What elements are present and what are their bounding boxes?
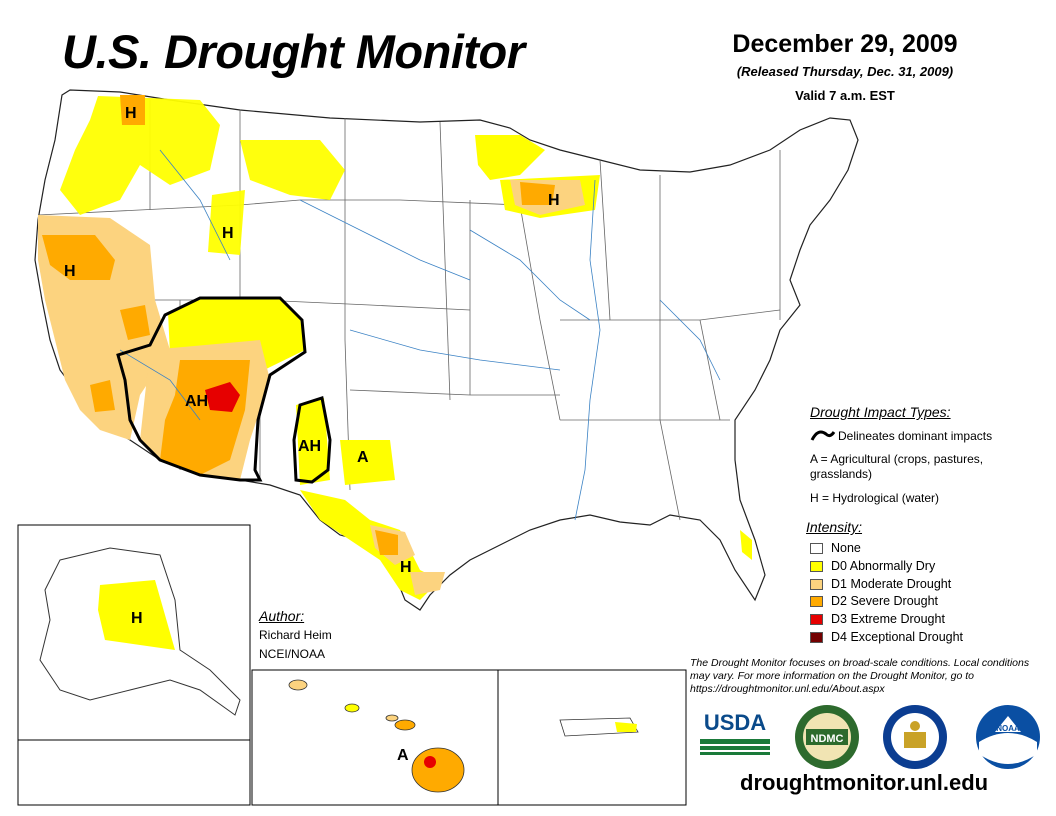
swatch-d0	[810, 560, 823, 572]
footer-url[interactable]: droughtmonitor.unl.edu	[740, 770, 989, 795]
svg-text:NOAA: NOAA	[996, 724, 1020, 733]
impact-boundaries	[116, 296, 332, 484]
label-nw-idaho: H	[125, 105, 137, 122]
impact-delineates: Delineates dominant impacts	[838, 429, 993, 443]
label-south-texas: H	[400, 559, 412, 576]
map-date: December 29, 2009	[732, 30, 958, 58]
label-california: H	[64, 263, 76, 280]
intensity-legend-title: Intensity:	[806, 519, 863, 535]
drought-areas	[38, 95, 752, 600]
author-title: Author:	[259, 608, 305, 624]
svg-text:NDMC: NDMC	[811, 733, 844, 745]
label-arizona: AH	[185, 393, 208, 410]
swatch-d1	[810, 578, 823, 590]
hawaii-inset	[251, 669, 499, 806]
label-hawaii: A	[397, 747, 409, 764]
label-wyoming: H	[222, 225, 234, 242]
label-alaska: H	[131, 610, 143, 627]
puerto-rico-inset	[497, 669, 687, 806]
release-date: (Released Thursday, Dec. 31, 2009)	[736, 64, 954, 79]
noaa-logo[interactable]: NOAA	[975, 704, 1041, 770]
impact-legend-title: Drought Impact Types:	[810, 404, 951, 420]
disclaimer-note: The Drought Monitor focuses on broad-sca…	[690, 657, 1030, 695]
legend-item-d2: D2 Severe Drought	[810, 593, 938, 609]
hawaii-islands	[288, 679, 465, 793]
usda-logo[interactable]: USDA	[700, 710, 770, 762]
legend-item-d0: D0 Abnormally Dry	[810, 558, 935, 574]
swatch-d4	[810, 631, 823, 643]
map-title: U.S. Drought Monitor	[62, 25, 525, 78]
legend-item-d3: D3 Extreme Drought	[810, 611, 945, 627]
legend-item-d1: D1 Moderate Drought	[810, 576, 951, 592]
ndmc-logo[interactable]: NDMC	[794, 704, 860, 770]
label-west-texas: A	[357, 449, 369, 466]
label-wisconsin: H	[548, 192, 560, 209]
impact-hydrological: H = Hydrological (water)	[810, 491, 940, 505]
rivers	[119, 149, 721, 521]
commerce-seal-logo[interactable]	[882, 704, 948, 770]
swatch-none	[810, 542, 823, 554]
legend-item-none: None	[810, 540, 861, 556]
author-org: NCEI/NOAA	[259, 647, 326, 661]
legend-item-d4: D4 Exceptional Drought	[810, 629, 963, 645]
label-new-mexico: AH	[298, 438, 321, 455]
swatch-d3	[810, 613, 823, 625]
impact-line-icon	[810, 430, 836, 441]
swatch-d2	[810, 595, 823, 607]
author-name: Richard Heim	[259, 628, 332, 642]
valid-time: Valid 7 a.m. EST	[795, 88, 895, 103]
impact-agricultural: A = Agricultural (crops, pastures, grass…	[810, 452, 984, 481]
